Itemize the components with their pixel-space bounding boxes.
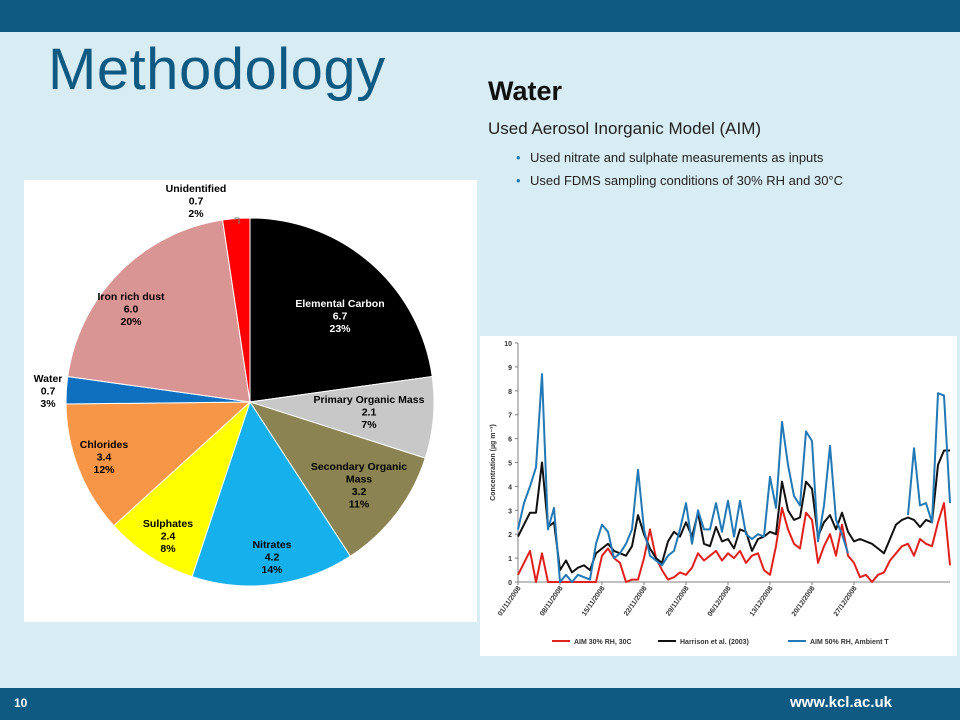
bullet-text: Used nitrate and sulphate measurements a… (530, 150, 824, 165)
pie-leader-line (234, 217, 240, 224)
x-tick-label: 27/12/2008 (833, 585, 859, 618)
y-tick-label: 6 (508, 437, 512, 444)
line-chart: 0 1 2 3 4 5 6 7 8 9 10 Concentration (µg m⁻³) 01/11/… (490, 341, 951, 646)
x-tick-label: 08/11/2008 (539, 585, 565, 617)
pie-slice-secondary-organic-mass (248, 401, 426, 557)
series-line-aim-50-rh-ambient-t (907, 392, 951, 524)
x-tick-label: 22/11/2008 (623, 585, 649, 617)
slide-number: 10 (14, 696, 28, 710)
pie-label: Water 0.7 3% (34, 373, 63, 410)
series-line-harrison-et-al-2003 (517, 449, 950, 574)
y-tick-label: 7 (508, 413, 512, 420)
y-tick-label: 8 (508, 389, 512, 396)
bullet-list: • Used nitrate and sulphate measurements … (488, 149, 928, 189)
x-tick-label: 01/11/2008 (497, 585, 523, 617)
line-chart-panel: 0 1 2 3 4 5 6 7 8 9 10 Concentration (µg m⁻³) 01/11/… (480, 336, 957, 656)
x-tick-label: 06/12/2008 (707, 585, 733, 618)
bullet-item: • Used FDMS sampling conditions of 30% RH… (516, 172, 870, 189)
top-bar (0, 0, 960, 32)
bottom-bar: 10 www.kcl.ac.uk (0, 688, 960, 720)
x-tick-label: 15/11/2008 (581, 585, 607, 617)
y-tick-label: 0 (508, 580, 512, 587)
y-tick-label: 3 (508, 508, 512, 515)
y-tick-label: 9 (508, 365, 512, 372)
series-line-aim-50-rh-ambient-t (517, 373, 849, 583)
bullet-dot-icon: • (516, 150, 521, 165)
section-heading: Water (488, 76, 563, 106)
y-tick-label: 1 (508, 556, 512, 563)
footer-url: www.kcl.ac.uk (790, 694, 892, 711)
section-subheading: Used Aerosol Inorganic Model (AIM) (488, 119, 762, 138)
pie-chart: Elemental Carbon 6.7 23% Primary Organic Ma… (34, 183, 435, 587)
pie-chart-panel: Elemental Carbon 6.7 23% Primary Organic Ma… (24, 180, 477, 622)
x-tick-label: 20/12/2008 (791, 585, 817, 618)
legend-label: AIM 50% RH, Ambient T (810, 639, 889, 646)
y-axis-label: Concentration (µg m⁻³) (490, 424, 497, 501)
pie-label: Secondary Organic Mass 3.2 11% (311, 461, 407, 511)
pie-label: Iron rich dust 6.0 20% (97, 291, 165, 328)
pie-slice-elemental-carbon (249, 217, 433, 403)
pie-label: Primary Organic Mass 2.1 7% (314, 394, 425, 431)
legend-label: AIM 30% RH, 30C (574, 639, 632, 646)
pie-slice-chlorides (65, 401, 252, 527)
pie-label: Chlorides 3.4 12% (80, 439, 129, 476)
bullet-dot-icon: • (516, 173, 521, 188)
y-tick-label: 10 (504, 341, 512, 348)
series-line-aim-30-rh-30c (517, 502, 951, 583)
pie-slice-nitrates (191, 400, 352, 587)
pie-slice-iron-rich-dust (67, 219, 251, 403)
pie-label: Nitrates 4.2 14% (252, 539, 291, 576)
text-block: Water Used Aerosol Inorganic Model (AIM)… (488, 76, 928, 195)
pie-label: Elemental Carbon 6.7 23% (295, 298, 384, 335)
y-tick-label: 5 (508, 461, 512, 468)
x-tick-label: 29/11/2008 (665, 585, 691, 617)
x-tick-label: 13/12/2008 (749, 585, 775, 618)
y-tick-label: 2 (508, 532, 512, 539)
pie-slice-sulphates (113, 400, 252, 578)
bullet-text: Used FDMS sampling conditions of 30% RH … (530, 173, 844, 188)
pie-label: Sulphates 2.4 8% (143, 518, 193, 555)
y-tick-label: 4 (508, 484, 512, 491)
legend-label: Harrison et al. (2003) (680, 639, 749, 646)
pie-slice-unidentified (222, 217, 251, 403)
bullet-item: • Used nitrate and sulphate measurements … (516, 149, 870, 166)
pie-label: Unidentified 0.7 2% (166, 183, 227, 220)
slide-title: Methodology (48, 37, 386, 102)
